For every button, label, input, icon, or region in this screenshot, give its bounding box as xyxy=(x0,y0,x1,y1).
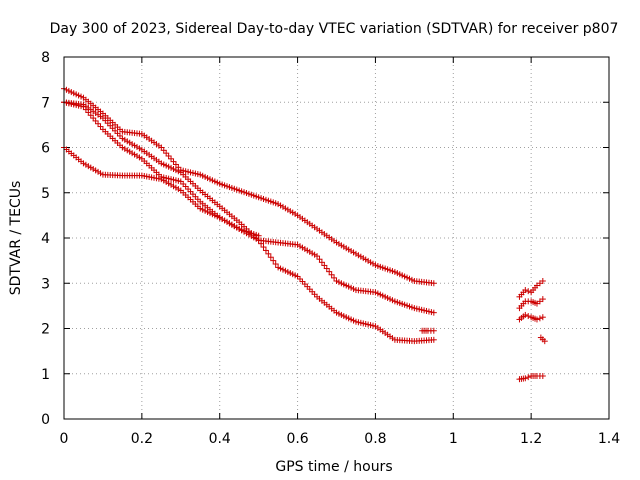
data-point-track-b xyxy=(326,268,333,275)
data-point-track-b xyxy=(323,265,330,272)
data-point-track-b xyxy=(316,256,323,263)
data-point-track-d xyxy=(539,373,546,380)
chart-title: Day 300 of 2023, Sidereal Day-to-day VTE… xyxy=(50,21,619,37)
data-point-track-d xyxy=(522,375,529,382)
data-point-track-c xyxy=(533,316,540,323)
data-point-track-a xyxy=(522,287,529,294)
data-point-track-a xyxy=(430,280,437,287)
data-point-track-e xyxy=(430,327,437,334)
y-tick-label: 8 xyxy=(41,50,50,66)
x-tick-label: 0.8 xyxy=(364,431,386,447)
data-point-track-c xyxy=(265,250,272,257)
x-tick-label: 0.2 xyxy=(131,431,153,447)
data-point-track-c xyxy=(525,313,532,320)
x-tick-label: 0 xyxy=(60,431,69,447)
data-point-track-b xyxy=(331,274,338,281)
y-tick-label: 3 xyxy=(41,276,50,292)
y-tick-label: 7 xyxy=(41,95,50,111)
data-marks xyxy=(61,85,548,383)
y-tick-label: 5 xyxy=(41,186,50,202)
data-point-track-b xyxy=(328,271,335,278)
data-point-track-c xyxy=(270,257,277,264)
data-point-track-b xyxy=(430,309,437,316)
y-tick-label: 1 xyxy=(41,367,50,383)
data-point-track-b xyxy=(539,296,546,303)
data-point-track-c xyxy=(262,247,269,254)
x-tick-label: 1 xyxy=(449,431,458,447)
data-point-track-c xyxy=(258,240,265,247)
x-tick-label: 1.2 xyxy=(520,431,542,447)
data-point-track-c xyxy=(260,244,267,251)
data-point-track-b xyxy=(318,259,325,266)
grid xyxy=(64,57,609,419)
data-point-track-d xyxy=(525,374,532,381)
data-point-track-b xyxy=(314,253,321,260)
y-tick-label: 0 xyxy=(41,412,50,428)
y-tick-label: 6 xyxy=(41,141,50,157)
plot-frame xyxy=(63,56,610,420)
y-axis-ticks: 0 1 2 3 4 5 6 7 8 xyxy=(41,50,609,428)
data-point-track-c xyxy=(272,261,279,268)
data-point-track-c xyxy=(522,311,529,318)
data-point-track-c xyxy=(267,254,274,261)
data-point-track-a xyxy=(525,288,532,295)
x-axis-ticks: 0 0.2 0.4 0.6 0.8 1 1.2 1.4 xyxy=(60,57,620,447)
x-tick-label: 1.4 xyxy=(598,431,620,447)
x-axis-label: GPS time / hours xyxy=(275,459,392,475)
data-point-track-a xyxy=(539,277,546,284)
y-tick-label: 2 xyxy=(41,322,50,338)
data-point-track-b xyxy=(321,262,328,269)
data-point-track-c xyxy=(539,314,546,321)
data-point-track-c xyxy=(536,315,543,322)
x-tick-label: 0.4 xyxy=(209,431,231,447)
x-tick-label: 0.6 xyxy=(286,431,308,447)
data-point-track-c xyxy=(430,336,437,343)
data-point-track-d xyxy=(255,232,262,239)
data-point-track-e xyxy=(541,338,548,345)
y-tick-label: 4 xyxy=(41,231,50,247)
y-axis-label: SDTVAR / TECUs xyxy=(8,181,24,296)
